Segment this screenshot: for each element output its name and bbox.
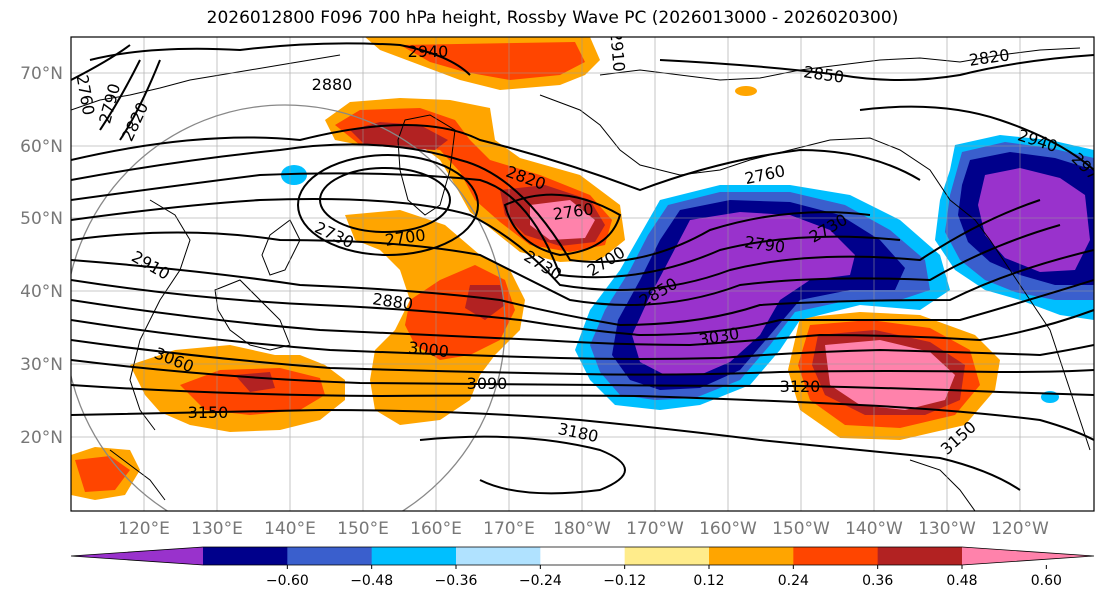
colorbar-swatch (877, 547, 963, 565)
lon-label-150w: 150°W (772, 519, 830, 539)
colorbar-extend-low (71, 547, 203, 565)
colorbar-swatch (371, 547, 457, 565)
lat-label-40n: 40°N (20, 282, 63, 302)
contour-3060 (71, 339, 1094, 376)
anomaly-small-spot-siberia (281, 165, 307, 185)
colorbar-extend-high (962, 547, 1094, 565)
contour-2850-north (659, 54, 1094, 81)
contour-label: 3000 (407, 338, 449, 361)
colorbar-swatch (624, 547, 710, 565)
contour-2940 (71, 249, 1094, 327)
contour-2820-northwest (119, 59, 161, 141)
contour-3150 (71, 408, 1021, 491)
lon-label-120w: 120°W (991, 519, 1049, 539)
contour-2850 (71, 172, 901, 279)
colorbar-swatch (203, 547, 288, 565)
contour-3030 (71, 319, 1094, 360)
colorbar-outline (70, 546, 1095, 566)
map-title: 2026012800 F096 700 hPa height, Rossby W… (206, 8, 899, 28)
colorbar-tick-label: −0.60 (266, 573, 309, 589)
colorbar-tick-label: 0.36 (862, 573, 893, 589)
colorbar-tick-label: −0.12 (603, 573, 646, 589)
contour-label: 3090 (467, 374, 508, 393)
contour-low-2730 (297, 154, 479, 256)
anomaly-core-south-china-sea (75, 456, 130, 492)
coastline-arctic-asia (71, 54, 341, 111)
contour-2910 (71, 224, 1061, 306)
lat-label-60n: 60°N (20, 137, 63, 157)
colorbar-tick-label: 0.24 (778, 573, 809, 589)
lon-label-130w: 130°W (918, 519, 976, 539)
colorbar-swatch (456, 547, 541, 565)
latitude-labels: 70°N 60°N 50°N 40°N 30°N 20°N (20, 64, 63, 448)
lon-label-160e: 160°E (410, 519, 462, 539)
colorbar-tick-label: 0.60 (1031, 573, 1062, 589)
anomaly-max-east-pacific (825, 340, 955, 410)
lat-label-30n: 30°N (20, 355, 63, 375)
lon-label-130e: 130°E (191, 519, 243, 539)
anomaly-core-north-pacific-top (400, 42, 585, 80)
lon-label-150e: 150°E (337, 519, 389, 539)
contour-2970 (71, 279, 1094, 337)
coastline-gulf-of-alaska (749, 137, 991, 241)
colorbar-swatch (709, 547, 794, 565)
lon-label-170e: 170°E (483, 519, 535, 539)
contour-label: 3150 (188, 403, 229, 422)
anomaly-max-aleutian-west (530, 200, 595, 240)
longitude-labels: 120°E 130°E 140°E 150°E 160°E 170°E 180°… (118, 519, 1049, 539)
lon-label-140w: 140°W (845, 519, 903, 539)
contour-3090 (71, 359, 1094, 396)
contour-2790 (71, 124, 921, 192)
coastline-philippines (109, 449, 166, 501)
contour-2880-a (71, 198, 1041, 291)
lat-label-50n: 50°N (20, 209, 63, 229)
contour-low-2760-east (503, 193, 622, 257)
contour-3180 (419, 435, 626, 495)
contour-label: 3120 (780, 377, 821, 396)
coastline-alaska-west (539, 94, 751, 176)
map-frame (70, 36, 1095, 512)
contour-label: 2940 (408, 42, 449, 61)
map-plot-area: 2940 2910 2880 2760 2790 2820 2850 2820 … (71, 30, 1094, 511)
lon-label-170w: 170°W (626, 519, 684, 539)
range-circle (71, 104, 506, 511)
contour-2880-north (89, 42, 471, 76)
anomaly-small-spot-alaska (735, 86, 757, 96)
contour-label: 2910 (606, 30, 628, 72)
height-contours (71, 42, 1094, 495)
lat-label-20n: 20°N (20, 428, 63, 448)
colorbar: −0.60 −0.48 −0.36 −0.24 −0.12 0.12 0.24 0.36 0.4… (70, 546, 1095, 589)
lon-label-140e: 140°E (264, 519, 316, 539)
anomaly-core-northeast-trough (978, 168, 1090, 272)
lon-label-180w: 180°W (553, 519, 611, 539)
contour-2790-northwest (99, 59, 141, 131)
contour-label: 2880 (312, 75, 353, 94)
lon-label-160w: 160°W (699, 519, 757, 539)
coastline-north-america-west (989, 239, 1091, 451)
graticule (71, 37, 1094, 511)
lat-label-70n: 70°N (20, 64, 63, 84)
contour-3120 (71, 384, 1094, 441)
negative-anomaly-shading (281, 135, 1094, 410)
contour-2940-northeast (859, 105, 1094, 171)
coastline-arctic-north-america (599, 47, 1081, 81)
colorbar-tick-label: 0.12 (693, 573, 724, 589)
contour-2760-northwest (71, 44, 131, 81)
colorbar-swatch (287, 547, 373, 565)
coastlines (71, 47, 1091, 511)
lon-label-120e: 120°E (118, 519, 170, 539)
colorbar-tick-label: −0.48 (350, 573, 393, 589)
coastline-east-china (129, 199, 191, 431)
anomaly-peak-central-ridge (465, 285, 505, 320)
colorbar-tick-label: −0.24 (519, 573, 562, 589)
colorbar-swatch (793, 547, 879, 565)
contour-3000 (71, 299, 1094, 347)
colorbar-tick-label: 0.48 (946, 573, 977, 589)
coastline-mexico (909, 459, 976, 511)
colorbar-tick-label: −0.36 (435, 573, 478, 589)
colorbar-swatch (540, 547, 626, 565)
contour-2820 (71, 143, 871, 263)
